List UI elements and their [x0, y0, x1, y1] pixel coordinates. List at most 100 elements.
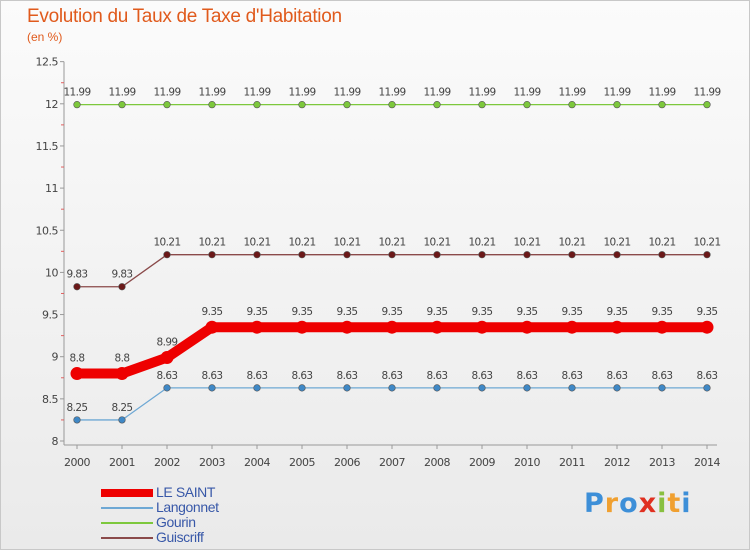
y-tick-label: 8: [52, 435, 59, 448]
chart-unit-label: (en %): [27, 30, 63, 44]
legend-swatch-langonnet: [101, 507, 153, 509]
data-label: 11.99: [108, 87, 135, 99]
data-point: [343, 101, 351, 109]
y-tick-label: 10: [45, 266, 58, 279]
axes: 8 8.5 9 9.5 10 10.5 11 11.5 12 12.5 2000 2001 2002 20…: [36, 56, 721, 469]
data-label: 9.35: [202, 306, 223, 318]
data-point: [658, 251, 666, 259]
data-point: [433, 384, 441, 392]
data-label: 11.99: [378, 87, 405, 99]
y-tick-label: 12.5: [36, 56, 59, 69]
data-label: 10.21: [693, 237, 720, 249]
data-point: [568, 101, 576, 109]
data-point: [73, 283, 81, 291]
y-tick-label: 11.5: [36, 140, 59, 153]
x-tick-label: 2006: [334, 456, 360, 469]
data-label: 9.83: [112, 269, 133, 281]
legend-label: Guiscriff: [156, 529, 204, 545]
data-point: [568, 251, 576, 259]
data-point: [700, 320, 714, 334]
data-label: 10.21: [468, 237, 495, 249]
data-point: [565, 320, 579, 334]
data-point: [568, 384, 576, 392]
data-label: 11.99: [558, 87, 585, 99]
data-point: [613, 384, 621, 392]
data-point: [523, 101, 531, 109]
series-line: [76, 254, 708, 288]
data-label: 9.35: [652, 306, 673, 318]
chart-title: Evolution du Taux de Taxe d'Habitation: [27, 6, 342, 27]
data-label: 9.83: [67, 269, 88, 281]
data-point: [475, 320, 489, 334]
data-label: 11.99: [693, 87, 720, 99]
data-label: 8.63: [607, 370, 628, 382]
data-point: [703, 101, 711, 109]
data-point: [205, 320, 219, 334]
data-label: 8.63: [427, 370, 448, 382]
data-label: 10.21: [423, 237, 450, 249]
data-point: [298, 251, 306, 259]
x-tick-label: 2012: [604, 456, 630, 469]
data-label: 11.99: [63, 87, 90, 99]
data-point: [388, 384, 396, 392]
legend-label: Langonnet: [156, 499, 219, 515]
data-point: [523, 251, 531, 259]
proxiti-logo: Proxiti: [584, 488, 692, 519]
data-label: 8.25: [112, 402, 133, 414]
data-label: 10.21: [198, 237, 225, 249]
data-point: [163, 101, 171, 109]
data-label: 10.21: [513, 237, 540, 249]
x-tick-label: 2004: [244, 456, 270, 469]
data-label: 11.99: [153, 87, 180, 99]
x-tick-label: 2005: [289, 456, 315, 469]
data-point: [433, 101, 441, 109]
data-label: 11.99: [288, 87, 315, 99]
data-label: 8.63: [517, 370, 538, 382]
data-point: [478, 384, 486, 392]
data-label: 9.35: [472, 306, 493, 318]
data-label: 8.63: [697, 370, 718, 382]
y-tick-label: 9: [52, 351, 59, 364]
data-point: [523, 384, 531, 392]
logo-letter: o: [619, 488, 639, 519]
data-label: 9.35: [517, 306, 538, 318]
data-label: 11.99: [468, 87, 495, 99]
data-point: [613, 251, 621, 259]
x-tick-label: 2003: [199, 456, 225, 469]
data-label: 11.99: [603, 87, 630, 99]
y-tick-label: 12: [45, 98, 58, 111]
legend-swatch-le-saint: [101, 489, 153, 497]
legend-swatch-gourin: [101, 522, 153, 524]
data-label: 10.21: [333, 237, 360, 249]
y-tick-label: 10.5: [36, 224, 59, 237]
data-label: 8.63: [382, 370, 403, 382]
data-label: 10.21: [603, 237, 630, 249]
data-point: [703, 251, 711, 259]
data-label: 8.63: [247, 370, 268, 382]
x-tick-label: 2007: [379, 456, 405, 469]
x-tick-label: 2002: [154, 456, 180, 469]
logo-letter: x: [638, 488, 658, 519]
data-point: [298, 384, 306, 392]
series-lines: [70, 101, 714, 424]
data-point: [298, 101, 306, 109]
legend: LE SAINT Langonnet Gourin Guiscriff: [101, 484, 361, 545]
logo-letter: i: [657, 488, 668, 519]
data-point: [478, 101, 486, 109]
data-point: [658, 101, 666, 109]
x-tick-label: 2000: [64, 456, 90, 469]
series-line: [76, 387, 708, 421]
data-point: [658, 384, 666, 392]
data-point: [430, 320, 444, 334]
data-label: 10.21: [243, 237, 270, 249]
data-label: 8.63: [337, 370, 358, 382]
data-label: 8.99: [157, 337, 178, 349]
legend-item-gourin: Gourin: [101, 514, 361, 530]
x-tick-label: 2011: [559, 456, 585, 469]
data-point: [163, 384, 171, 392]
data-label: 10.21: [288, 237, 315, 249]
data-label: 11.99: [198, 87, 225, 99]
data-label: 10.21: [558, 237, 585, 249]
